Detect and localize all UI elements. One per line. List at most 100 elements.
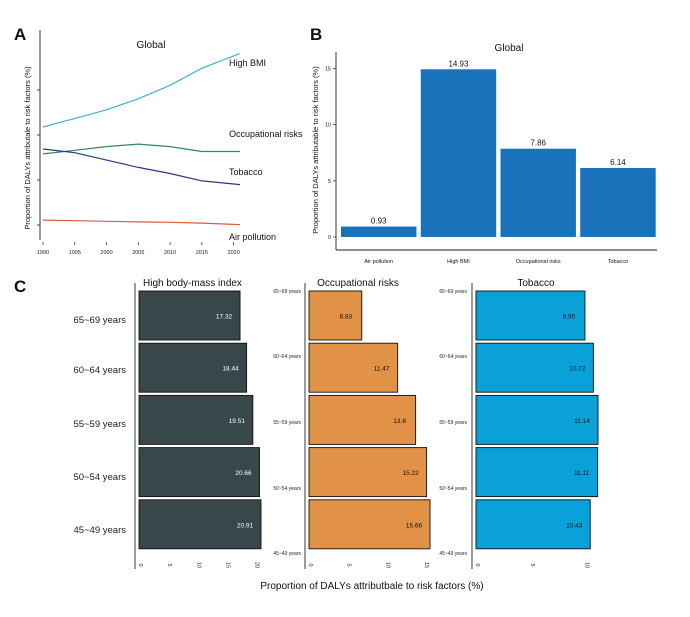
panel-c-x-tick-label: 0 (307, 563, 313, 566)
panel-a-x-tick-label: 2020 (228, 250, 240, 256)
panel-c-x-tick-label: 10 (384, 562, 390, 568)
panel-a-x-tick-label: 2015 (196, 250, 208, 256)
panel-c-age-label-small: 55~59 years (439, 420, 467, 426)
panel-b-y-tick-label: 15 (325, 66, 331, 72)
panel-a-series-line (42, 148, 241, 186)
panel-a-series-label: High BMI (229, 58, 266, 68)
panel-c-bar (475, 290, 586, 341)
panel-a-x-tick-label: 2000 (100, 250, 112, 256)
panel-c-age-label-small: 55~59 years (273, 420, 301, 426)
panel-letter-b: B (310, 25, 322, 44)
panel-c-value-label: 19.51 (229, 418, 246, 425)
panel-b-y-label: Proportion of DALYs attributable to risk… (311, 66, 320, 234)
panel-c-value-label: 13.8 (393, 418, 406, 425)
panel-b-category-label: Tobacco (608, 259, 629, 265)
panel-c-value-label: 6.83 (339, 314, 352, 321)
panel-a-line-chart: Global Proportion of DALYs attributale to… (23, 30, 303, 256)
panel-b-bar-chart: Global Proportion of DALYs attributable t… (311, 43, 657, 265)
panel-b-value-label: 7.86 (530, 139, 546, 148)
panel-c-x-tick-label: 10 (195, 562, 201, 568)
panel-c-age-label-small: 60~64 years (439, 354, 467, 360)
panel-a-x-tick-label: 2005 (132, 250, 144, 256)
panel-c-bar (138, 447, 260, 498)
panel-c-bar (138, 342, 248, 393)
panel-c-title: Occupational risks (317, 278, 399, 289)
panel-c-bar (308, 290, 363, 341)
panel-c-value-label: 11.14 (574, 418, 590, 425)
panel-b-y-tick-label: 5 (328, 179, 331, 185)
panel-b-category-label: High BMI (447, 259, 470, 265)
panel-c-age-label-small: 45~49 years (439, 551, 467, 557)
panel-c-value-label: 11.47 (374, 366, 390, 373)
panel-c-age-label-small: 60~64 years (273, 354, 301, 360)
panel-c-bar (308, 342, 399, 393)
panel-c-x-tick-label: 15 (423, 562, 429, 568)
panel-c-title: Tobacco (517, 278, 555, 289)
panel-c-age-label: 65~69 years (73, 315, 126, 326)
panel-c-age-label: 55~59 years (73, 419, 126, 430)
panel-c-title: High body-mass index (143, 278, 242, 289)
panel-c-age-label-small: 50~54 years (439, 486, 467, 492)
panel-c-value-label: 10.43 (566, 522, 583, 529)
panel-c-value-label: 20.91 (237, 522, 254, 529)
panel-c-bar (308, 394, 417, 445)
panel-c-x-label: Proportion of DALYs attributbale to risk… (260, 581, 483, 592)
panel-c-value-label: 10.72 (569, 366, 586, 373)
panel-c-value-label: 11.11 (574, 470, 590, 477)
panel-c-value-label: 15.66 (406, 522, 423, 529)
panel-c-age-label: 60~64 years (73, 365, 126, 376)
panel-c-bar (475, 394, 599, 445)
panel-c-value-label: 18.44 (222, 366, 239, 373)
panel-a-series-label: Occupational risks (229, 129, 303, 139)
panel-b-category-label: Occupational risks (516, 259, 561, 265)
panel-c-horizontal-bars: High body-mass index 17.32 18.44 19.51 20.66… (73, 278, 599, 592)
panel-c-bar (475, 342, 594, 393)
panel-b-title: Global (495, 43, 524, 54)
panel-b-category-label: Air pollution (364, 259, 393, 265)
panel-letter-a: A (14, 25, 26, 44)
panel-c-bar (138, 290, 241, 341)
panel-c-x-tick-label: 15 (225, 562, 231, 568)
panel-b-bar (420, 69, 497, 237)
panel-c-age-label: 50~54 years (73, 472, 126, 483)
panel-c-value-label: 15.22 (402, 470, 419, 477)
panel-a-series-line (42, 219, 241, 226)
panel-b-value-label: 0.93 (371, 217, 387, 226)
panel-b-value-label: 14.93 (448, 59, 469, 68)
panel-c-bar (308, 499, 431, 550)
panel-b-bar (341, 226, 417, 237)
panel-c-x-tick-label: 0 (474, 563, 480, 566)
panel-c-bar (308, 447, 428, 498)
panel-c-x-tick-label: 5 (346, 563, 352, 566)
panel-a-series-line (42, 52, 241, 128)
panel-c-x-tick-label: 5 (529, 563, 535, 566)
panel-letter-c: C (14, 277, 26, 296)
panel-a-series-label: Air pollution (229, 232, 276, 242)
panel-c-x-tick-label: 0 (137, 563, 143, 566)
panel-b-y-tick-label: 0 (328, 235, 331, 241)
panel-c-x-tick-label: 10 (584, 562, 590, 568)
panel-a-y-label: Proportion of DALYs attributale to risk … (23, 66, 32, 230)
panel-c-x-tick-label: 20 (254, 562, 260, 568)
panel-c-bar (138, 394, 254, 445)
panel-c-age-label: 45~49 years (73, 525, 126, 536)
panel-c-age-label-small: 65~69 years (273, 289, 301, 295)
panel-c-value-label: 9.95 (563, 314, 576, 321)
panel-b-bar (500, 148, 576, 237)
panel-c-bar (138, 499, 262, 550)
panel-a-x-tick-label: 1995 (69, 250, 81, 256)
panel-a-title: Global (137, 40, 166, 51)
panel-c-age-label-small: 45~49 years (273, 551, 301, 557)
panel-c-x-tick-label: 5 (166, 563, 172, 566)
panel-b-y-tick-label: 10 (325, 123, 331, 129)
panel-b-value-label: 6.14 (610, 158, 626, 167)
panel-c-age-label-small: 65~69 years (439, 289, 467, 295)
panel-a-series-line (42, 143, 240, 155)
panel-b-bar (580, 168, 656, 237)
panel-c-age-label-small: 50~54 years (273, 486, 301, 492)
panel-c-value-label: 17.32 (216, 314, 233, 321)
panel-a-x-tick-label: 2010 (164, 250, 176, 256)
panel-a-series-label: Tobacco (229, 167, 263, 177)
panel-c-bar (475, 447, 599, 498)
